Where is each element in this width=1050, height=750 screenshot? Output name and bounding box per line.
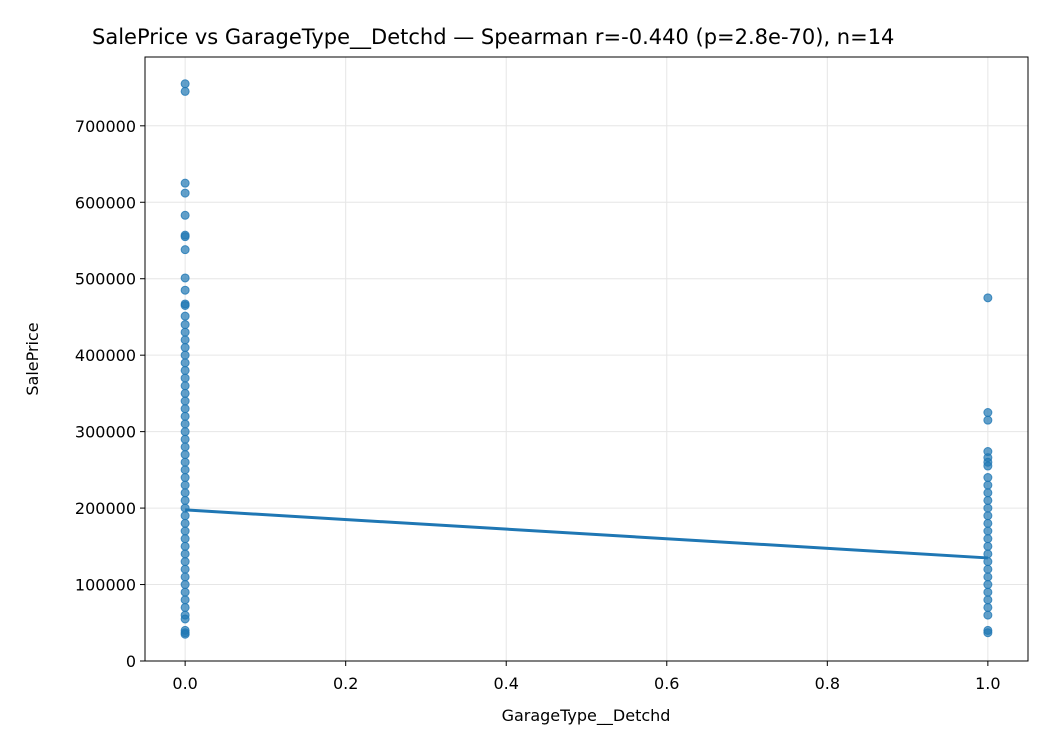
point <box>180 473 190 483</box>
point <box>983 587 993 597</box>
point <box>180 350 190 360</box>
point <box>180 188 190 198</box>
point <box>180 311 190 321</box>
point <box>180 86 190 96</box>
point <box>180 245 190 255</box>
x-tick-label: 1.0 <box>975 674 1000 693</box>
point <box>983 293 993 303</box>
point <box>983 628 993 638</box>
point <box>983 541 993 551</box>
y-axis-label: SalePrice <box>23 322 42 395</box>
point <box>180 434 190 444</box>
point <box>180 365 190 375</box>
y-tick-label: 600000 <box>75 193 136 212</box>
point <box>180 629 190 639</box>
point <box>180 404 190 414</box>
chart-title: SalePrice vs GarageType__Detchd — Spearm… <box>92 25 894 50</box>
point <box>180 480 190 490</box>
point <box>983 610 993 620</box>
point <box>180 79 190 89</box>
point <box>180 442 190 452</box>
fit-line <box>185 508 988 560</box>
point <box>180 300 190 310</box>
point <box>180 381 190 391</box>
point <box>180 587 190 597</box>
point <box>180 335 190 345</box>
point <box>180 495 190 505</box>
point <box>180 518 190 528</box>
point <box>180 273 190 283</box>
point <box>180 572 190 582</box>
point <box>180 465 190 475</box>
point <box>983 408 993 418</box>
point <box>983 511 993 521</box>
x-tick-label: 0.0 <box>172 674 197 693</box>
y-tick-label: 500000 <box>75 270 136 289</box>
point <box>180 427 190 437</box>
x-axis-label: GarageType__Detchd <box>502 706 671 726</box>
x-tick-label: 0.4 <box>494 674 519 693</box>
point <box>180 373 190 383</box>
point <box>983 461 993 471</box>
point <box>983 534 993 544</box>
point <box>180 557 190 567</box>
point <box>983 415 993 425</box>
point <box>983 580 993 590</box>
point <box>983 480 993 490</box>
point <box>983 495 993 505</box>
point <box>180 411 190 421</box>
point <box>983 526 993 536</box>
point <box>180 488 190 498</box>
y-tick-label: 0 <box>126 652 136 671</box>
point <box>180 534 190 544</box>
x-tick-label: 0.8 <box>815 674 840 693</box>
x-tick-label: 0.2 <box>333 674 358 693</box>
point <box>983 473 993 483</box>
point <box>983 488 993 498</box>
point <box>983 595 993 605</box>
point <box>180 285 190 295</box>
point <box>180 526 190 536</box>
point <box>180 457 190 467</box>
y-tick-label: 700000 <box>75 117 136 136</box>
point <box>180 602 190 612</box>
point <box>983 564 993 574</box>
point <box>180 210 190 220</box>
point <box>180 549 190 559</box>
point <box>180 320 190 330</box>
point <box>180 541 190 551</box>
point <box>180 327 190 337</box>
point <box>180 343 190 353</box>
y-tick-label: 300000 <box>75 423 136 442</box>
point <box>180 595 190 605</box>
point <box>180 178 190 188</box>
point <box>983 602 993 612</box>
point <box>180 358 190 368</box>
y-tick-label: 200000 <box>75 499 136 518</box>
point <box>180 614 190 624</box>
point <box>180 388 190 398</box>
plot-frame <box>144 56 1029 662</box>
point <box>180 580 190 590</box>
point <box>180 396 190 406</box>
point <box>180 511 190 521</box>
point <box>983 518 993 528</box>
y-tick-label: 100000 <box>75 576 136 595</box>
point <box>983 572 993 582</box>
point <box>983 503 993 513</box>
point <box>180 419 190 429</box>
point <box>180 564 190 574</box>
point <box>180 450 190 460</box>
x-tick-label: 0.6 <box>654 674 679 693</box>
y-tick-label: 400000 <box>75 346 136 365</box>
point <box>180 232 190 242</box>
